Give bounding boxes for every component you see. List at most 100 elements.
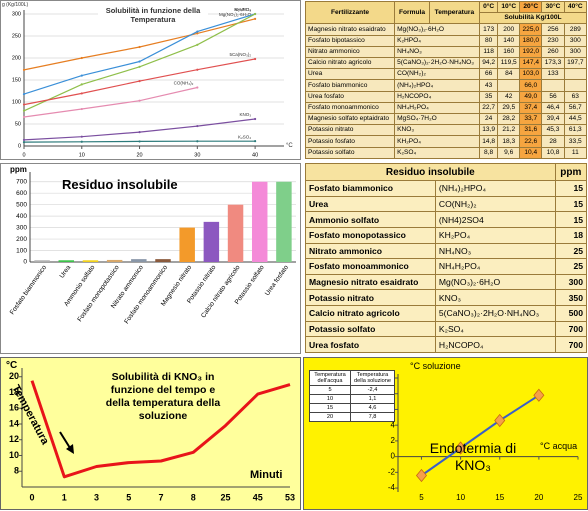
y-tick-label: 4 [391, 420, 396, 429]
point [415, 468, 427, 483]
cell [563, 68, 588, 81]
point [22, 109, 26, 112]
point [80, 135, 83, 138]
y-axis-label: ppm [10, 165, 27, 174]
cell: 22,7 [478, 101, 499, 115]
cell: Potassio nitrato [305, 289, 436, 307]
chart-title: Solubilità di KNO₃ in funzione del tempo… [105, 371, 221, 422]
x-tick-label: 10 [456, 493, 465, 502]
cell: 1,1 [350, 394, 395, 404]
point [80, 83, 83, 86]
point [22, 115, 26, 119]
cell [541, 79, 565, 92]
row: Nitrato ammonico NH₄NO₃ 118 160 192,0 260 300 [304, 45, 588, 59]
point [254, 17, 257, 20]
cell: Nitrato ammonico [305, 242, 436, 260]
cell: 10,8 [541, 146, 565, 160]
cell: 61,3 [563, 124, 588, 137]
cell: 15 [554, 195, 588, 213]
y-tick-label: 0 [18, 143, 21, 149]
x-tick-label: 53 [285, 492, 295, 502]
cell: Urea [304, 68, 396, 81]
cell: 33,5 [563, 135, 588, 148]
point [80, 92, 83, 95]
cell: 46,4 [541, 101, 565, 115]
point [138, 45, 141, 49]
row: Calcio nitrato agricolo 5(CaNO₃)₂·2H₂O·NH… [304, 57, 588, 70]
row: 20 7,8 [309, 412, 395, 422]
point [533, 388, 545, 402]
point [196, 86, 199, 89]
residue-table: Residuo insolubile ppm Fosfato biammonico(… [305, 162, 588, 353]
cell: Potassio solfato [304, 146, 396, 160]
cell: 39,4 [541, 113, 565, 126]
x-tick-label: 5 [126, 492, 131, 502]
y-tick-label: 50 [15, 121, 21, 127]
y-tick-label: 8 [14, 466, 19, 476]
cell: CO(NH₂)₂ [434, 195, 556, 213]
x-axis-label: °C [286, 143, 293, 149]
point [455, 441, 467, 455]
y-tick-label: 18 [9, 387, 19, 397]
cell: 119,5 [497, 57, 521, 70]
cell: KH₂PO₄ [394, 135, 480, 148]
y-tick-label: 0 [391, 452, 396, 461]
x-tick-label: 25 [220, 492, 230, 502]
header-cell: ppm [554, 162, 588, 182]
cell: K₂HPO₄ [394, 34, 480, 47]
cell: 20 [309, 412, 351, 422]
cell: 49,0 [519, 90, 543, 103]
cell: 18,3 [497, 135, 521, 148]
row: Urea CO(NH₂)₂ 15 [305, 195, 588, 213]
bar [203, 221, 220, 262]
cell: KNO₃ [394, 124, 480, 137]
row: Potassio solfato K₂SO₄ 8,8 9,6 10,4 10,8 11 [304, 146, 588, 160]
cell: 28 [541, 135, 565, 148]
cell: 225,0 [519, 23, 543, 36]
y-tick-label: 10 [9, 450, 19, 460]
cell: 35 [478, 90, 499, 103]
cell: Calcio nitrato agricolo [305, 305, 436, 322]
point [80, 107, 83, 111]
x-tick-label: 1 [62, 492, 67, 502]
cell: 25 [554, 242, 588, 260]
cell: 5(CaNO₃)₂·2H₂O·NH₄NO₃ [394, 57, 480, 70]
y-tick-label: 500 [16, 201, 27, 208]
cell: 56,7 [563, 101, 588, 115]
cell: 173 [478, 23, 499, 36]
cell: 44,5 [563, 113, 588, 126]
y-tick-label: 2 [391, 436, 396, 445]
bar [276, 181, 292, 262]
row: Potassio solfato K₂SO₄ 700 [305, 320, 588, 338]
row: Urea fosfato H₂NCOPO₄ 700 [305, 336, 588, 353]
cell: 103,0 [519, 68, 543, 81]
cell [563, 79, 588, 92]
y-tick-label: 12 [9, 434, 19, 444]
x-tick-label: 25 [574, 493, 583, 502]
cell: H₂NCOPO₄ [434, 336, 556, 353]
row: Potassio fosfato KH₂PO₄ 14,8 18,3 22,6 28 33,5 [304, 135, 588, 148]
x-tick-label: 40 [252, 152, 258, 158]
row: Fosfato bipotassico K₂HPO₄ 80 140 180,0 230 30… [304, 34, 588, 47]
cell: 5 [309, 385, 351, 395]
cell: 10,4 [519, 146, 543, 160]
row: Potassio nitrato KNO₃ 13,9 21,2 31,6 45,3 61,3 [304, 124, 588, 137]
cell: H₂NCOPO₄ [394, 90, 480, 103]
header-cell: Residuo insolubile [305, 162, 556, 182]
point [22, 103, 26, 106]
bar [155, 259, 171, 262]
y-tick-label: 200 [12, 55, 21, 61]
x-axis-label: Minuti [250, 469, 283, 481]
cell: 4,6 [350, 403, 395, 413]
row: Fosfato monopotassico KH₂PO₄ 18 [305, 226, 588, 244]
cell: K₂SO₄ [434, 320, 556, 338]
x-tick-label: 0 [29, 492, 34, 502]
row: 10 1,1 [309, 394, 395, 404]
cell: 84 [497, 68, 521, 81]
cell: 5(CaNO₃)₂·2H₂O·NH₄NO₃ [434, 305, 556, 322]
x-tick-label: 7 [158, 492, 163, 502]
point [494, 413, 506, 428]
bar [82, 260, 99, 262]
chart-title: Solubilità in funzione della Temperatura [98, 6, 208, 24]
